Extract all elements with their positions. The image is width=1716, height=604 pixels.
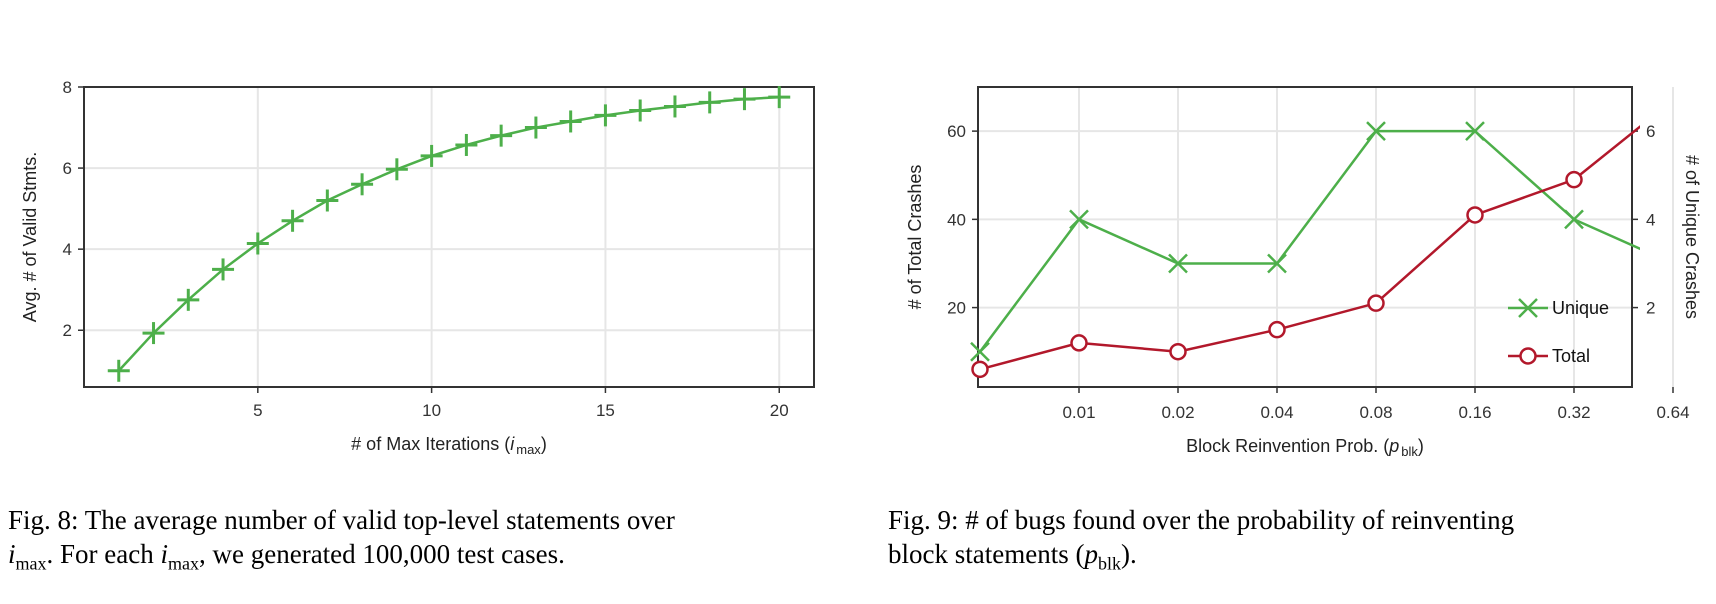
fig8-caption-var2: i	[160, 539, 168, 569]
fig9-unique-marker	[1069, 209, 1089, 230]
fig8-point-marker	[142, 322, 165, 345]
fig9-ytick-left-label: 60	[947, 122, 966, 141]
fig8-caption: Fig. 8: The average number of valid top-…	[8, 503, 836, 580]
fig9-ytick-left-label: 20	[947, 299, 966, 318]
fig8-caption-sub: max	[15, 553, 47, 574]
fig9-legend-unique-label: Unique	[1552, 298, 1609, 318]
fig8-point-marker	[698, 91, 721, 114]
fig8-point-marker	[177, 288, 200, 311]
fig8-point-marker	[559, 110, 582, 133]
fig8-point-marker	[212, 258, 235, 281]
fig8-caption-text: The average number of valid top-level st…	[78, 505, 675, 535]
fig9-legend-item-total: Total	[1508, 346, 1590, 366]
fig8-caption-text2a: . For each	[46, 539, 161, 569]
fig8-xtick-label: 10	[422, 401, 441, 420]
fig8-point-marker	[490, 124, 513, 147]
fig9-total-marker	[971, 360, 989, 379]
fig9-xtick-label: 0.02	[1161, 403, 1194, 422]
fig9-caption-var: p	[1084, 539, 1098, 569]
fig8-point-marker	[420, 144, 443, 167]
fig8-chart: 5 10 15 20 2 4 6 8 # of Max Iterations (i max) Avg…	[20, 78, 815, 457]
fig8-point-marker	[663, 95, 686, 118]
fig9-caption-label: Fig. 9:	[888, 505, 959, 535]
fig9-xtick-label: 0.08	[1359, 403, 1392, 422]
fig8-point-marker	[107, 359, 130, 382]
fig9-legend-total-label: Total	[1552, 346, 1590, 366]
fig8-point-marker	[385, 158, 408, 181]
fig8-point-marker	[246, 232, 269, 255]
fig9-plot-frame	[977, 86, 1633, 388]
fig9-xtick-label: 0.64	[1656, 403, 1689, 422]
fig8-point-marker	[768, 86, 791, 109]
fig9-total-marker	[1070, 334, 1088, 352]
fig9-unique-marker	[1267, 253, 1287, 274]
fig9-ytick-right-label: 6	[1646, 122, 1655, 141]
fig9-caption-line2: block statements (pblk).	[888, 537, 1710, 580]
fig8-xtick-label: 5	[253, 401, 262, 420]
fig9-unique-marker	[970, 341, 990, 362]
fig9-caption-sub: blk	[1097, 553, 1121, 574]
fig9-caption-line1: Fig. 9: # of bugs found over the probabi…	[888, 503, 1710, 537]
fig9-xtick-label: 0.04	[1260, 403, 1293, 422]
fig9-series-unique-line	[978, 129, 1640, 353]
fig8-ytick-label: 2	[63, 321, 72, 340]
fig9-total-marker	[1367, 294, 1385, 312]
fig9-y-axis-left-label: # of Total Crashes	[905, 165, 925, 310]
fig9-ytick-left-label: 40	[947, 210, 966, 229]
fig8-ytick-label: 6	[63, 159, 72, 178]
fig8-point-marker	[281, 209, 304, 232]
fig8-caption-line2: imax. For each imax, we generated 100,00…	[8, 537, 836, 580]
fig9-total-marker	[1565, 170, 1583, 189]
fig8-ytick-label: 8	[63, 78, 72, 97]
fig8-caption-line1: Fig. 8: The average number of valid top-…	[8, 503, 836, 537]
fig8-point-marker	[524, 116, 547, 139]
fig8-ytick-label: 4	[63, 240, 72, 259]
fig9-unique-marker	[1366, 121, 1386, 142]
fig9-x-axis-label: Block Reinvention Prob. (p blk)	[1186, 436, 1424, 459]
fig9-xtick-label: 0.01	[1062, 403, 1095, 422]
fig9-xtick-label: 0.32	[1557, 403, 1590, 422]
fig8-caption-label: Fig. 8:	[8, 505, 79, 535]
fig8-point-marker	[455, 133, 478, 156]
fig8-point-marker	[594, 104, 617, 127]
fig9-caption-text2b: ).	[1120, 539, 1137, 569]
fig8-point-marker	[733, 88, 756, 111]
fig9-total-marker	[1169, 342, 1187, 361]
fig9-series-group	[970, 121, 1640, 379]
fig8-caption-text2b: , we generated 100,000 test cases.	[199, 539, 565, 569]
fig9-legend-total-marker	[1519, 347, 1537, 365]
fig9-unique-marker	[1168, 253, 1188, 274]
fig9-series-total-line	[979, 125, 1640, 371]
fig9-caption-text2a: block statements (	[888, 539, 1085, 569]
fig9-unique-marker	[1465, 121, 1485, 142]
fig9-unique-marker	[1564, 209, 1584, 230]
fig9-total-marker	[1466, 206, 1484, 224]
fig8-plot-frame	[83, 86, 815, 388]
fig8-caption-var: i	[8, 539, 16, 569]
fig9-y-axis-right-label: # of Unique Crashes	[1682, 155, 1702, 319]
fig8-x-axis-label: # of Max Iterations (i max)	[351, 434, 547, 457]
fig8-xtick-label: 20	[770, 401, 789, 420]
fig9-xtick-label: 0.16	[1458, 403, 1491, 422]
fig8-point-marker	[629, 99, 652, 122]
fig9-legend: Unique Total	[1508, 298, 1609, 366]
fig9-total-marker	[1268, 320, 1286, 339]
fig8-y-axis-label: Avg. # of Valid Stmts.	[20, 152, 40, 322]
fig9-legend-item-unique: Unique	[1508, 298, 1609, 318]
fig8-point-marker	[316, 189, 339, 212]
fig9-caption: Fig. 9: # of bugs found over the probabi…	[888, 503, 1710, 580]
fig8-xtick-label: 15	[596, 401, 615, 420]
fig8-point-marker	[351, 173, 374, 196]
fig9-ytick-right-label: 2	[1646, 299, 1655, 318]
fig9-ytick-right-label: 4	[1646, 210, 1655, 229]
fig9-caption-text: # of bugs found over the probability of …	[958, 505, 1515, 535]
fig8-caption-sub2: max	[168, 553, 199, 574]
fig9-chart: 0.01 0.02 0.04 0.08 0.16 0.32 0.64 20 40 60 2 4 6 Blo…	[905, 86, 1702, 459]
